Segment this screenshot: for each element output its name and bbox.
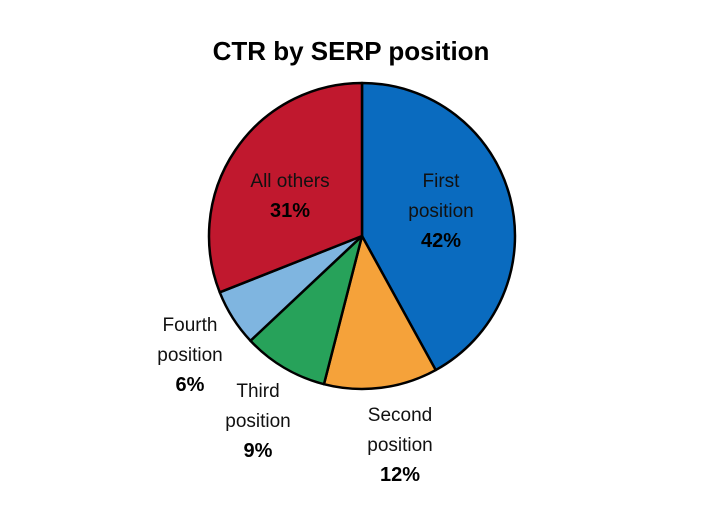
pie-labels: Firstposition42%Secondposition12%Thirdpo…: [157, 171, 474, 486]
pie-slice-4: [207, 81, 364, 294]
slice-label-0-line-0: First: [423, 171, 461, 192]
slice-label-2-line-1: position: [225, 411, 291, 432]
slice-label-3-line-1: position: [157, 345, 223, 366]
slice-value-label-1: 12%: [380, 464, 420, 486]
slice-value-label-3: 6%: [176, 374, 205, 396]
pie-slice-0: [360, 81, 517, 372]
slice-label-1-line-1: position: [367, 435, 433, 456]
pie-slice-2: [249, 234, 364, 386]
pie-slices: [207, 81, 517, 391]
slice-label-2-line-0: Third: [236, 381, 279, 402]
slice-value-label-2: 9%: [244, 440, 273, 462]
pie-slice-1: [322, 234, 437, 391]
slice-label-1-line-0: Second: [368, 405, 432, 426]
slice-value-label-0: 42%: [421, 230, 461, 252]
slice-value-label-4: 31%: [270, 200, 310, 222]
slice-label-0-line-1: position: [408, 201, 474, 222]
slice-label-3-line-0: Fourth: [163, 315, 218, 336]
chart-title: CTR by SERP position: [213, 36, 490, 66]
slice-label-4-line-0: All others: [250, 171, 329, 192]
